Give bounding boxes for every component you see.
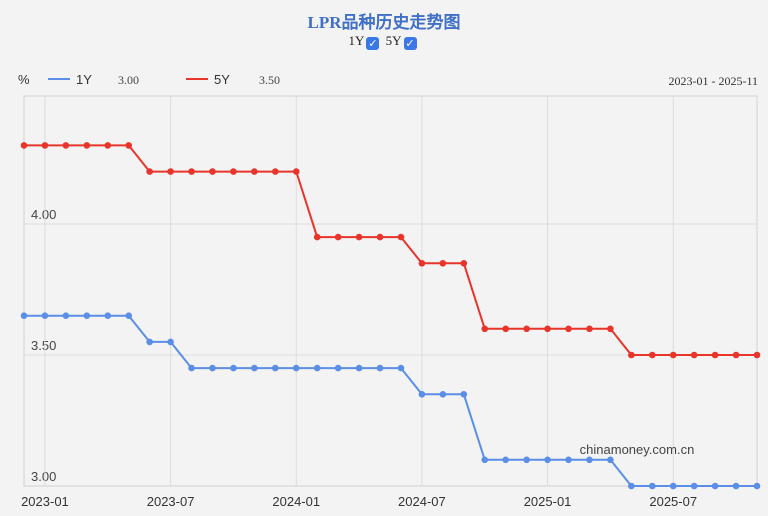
data-point[interactable]: [628, 482, 635, 490]
data-point[interactable]: [104, 312, 112, 320]
data-point[interactable]: [586, 456, 593, 464]
data-point[interactable]: [272, 168, 279, 175]
data-point[interactable]: [690, 351, 698, 359]
data-point[interactable]: [607, 325, 614, 333]
data-point[interactable]: [669, 351, 677, 359]
data-point[interactable]: [334, 233, 342, 241]
x-tick-label: 2025-07: [649, 494, 697, 509]
data-point[interactable]: [292, 364, 300, 372]
series-5y: [20, 142, 761, 359]
data-point[interactable]: [732, 482, 740, 490]
legend-line-1y-icon: [48, 78, 70, 80]
data-point[interactable]: [83, 142, 91, 149]
data-point[interactable]: [355, 364, 363, 372]
legend-item-5y[interactable]: 5Y: [186, 72, 230, 87]
data-point[interactable]: [313, 364, 321, 372]
data-point[interactable]: [41, 142, 49, 149]
data-point[interactable]: [292, 168, 300, 175]
data-point[interactable]: [460, 391, 468, 398]
data-point[interactable]: [62, 312, 70, 320]
x-tick-label: 2024-07: [398, 494, 446, 509]
data-point[interactable]: [230, 364, 237, 372]
toggle-1y-label: 1Y: [348, 33, 365, 48]
data-point[interactable]: [481, 325, 489, 333]
toggle-5y-checkbox[interactable]: ✓: [403, 37, 417, 50]
data-point[interactable]: [397, 233, 405, 241]
x-tick-label: 2023-07: [147, 494, 195, 509]
y-tick-label: 3.50: [31, 338, 56, 353]
data-point[interactable]: [753, 351, 761, 359]
legend-line-5y-icon: [186, 78, 208, 80]
data-point[interactable]: [648, 482, 656, 490]
data-point[interactable]: [355, 233, 363, 241]
unit-label: %: [18, 72, 30, 87]
legend-5y-value: 3.50: [259, 73, 280, 87]
data-point[interactable]: [20, 312, 28, 320]
data-point[interactable]: [272, 364, 279, 372]
data-point[interactable]: [711, 482, 719, 490]
data-point[interactable]: [83, 312, 91, 320]
x-tick-label: 2025-01: [524, 494, 572, 509]
series-toggles: 1Y ✓ 5Y ✓: [0, 33, 768, 50]
data-point[interactable]: [481, 456, 489, 464]
data-point[interactable]: [125, 312, 133, 320]
data-point[interactable]: [20, 142, 28, 149]
data-point[interactable]: [209, 364, 216, 372]
data-point[interactable]: [376, 233, 384, 241]
y-tick-label: 4.00: [31, 207, 56, 222]
data-point[interactable]: [565, 456, 572, 464]
data-point[interactable]: [62, 142, 70, 149]
data-point[interactable]: [209, 168, 216, 175]
x-tick-label: 2023-01: [21, 494, 69, 509]
data-point[interactable]: [418, 391, 426, 398]
data-point[interactable]: [732, 351, 740, 359]
data-point[interactable]: [648, 351, 656, 359]
data-point[interactable]: [502, 325, 509, 333]
data-point[interactable]: [313, 233, 321, 241]
data-point[interactable]: [544, 325, 551, 333]
data-point[interactable]: [167, 338, 174, 346]
data-point[interactable]: [334, 364, 342, 372]
x-tick-label: 2024-01: [272, 494, 320, 509]
data-point[interactable]: [397, 364, 405, 372]
legend-1y-value: 3.00: [118, 73, 139, 87]
data-point[interactable]: [251, 364, 258, 372]
data-point[interactable]: [146, 338, 153, 346]
toggle-5y-label: 5Y: [385, 33, 402, 48]
data-point[interactable]: [460, 260, 468, 267]
toggle-1y-checkbox[interactable]: ✓: [366, 37, 380, 50]
data-point[interactable]: [753, 482, 761, 490]
data-point[interactable]: [376, 364, 384, 372]
data-point[interactable]: [188, 168, 195, 175]
watermark: chinamoney.com.cn: [580, 442, 695, 457]
data-point[interactable]: [439, 391, 447, 398]
chart-title: LPR品种历史走势图: [307, 13, 461, 32]
data-point[interactable]: [607, 456, 614, 464]
data-point[interactable]: [230, 168, 237, 175]
series-1y: [20, 312, 761, 490]
y-tick-label: 3.00: [31, 469, 56, 484]
data-point[interactable]: [628, 351, 635, 359]
data-point[interactable]: [188, 364, 195, 372]
data-point[interactable]: [523, 325, 530, 333]
data-point[interactable]: [502, 456, 509, 464]
data-point[interactable]: [251, 168, 258, 175]
data-point[interactable]: [523, 456, 530, 464]
data-point[interactable]: [544, 456, 551, 464]
data-point[interactable]: [711, 351, 719, 359]
data-point[interactable]: [439, 260, 447, 267]
legend-item-1y[interactable]: 1Y: [48, 72, 92, 87]
data-point[interactable]: [125, 142, 133, 149]
data-point[interactable]: [418, 260, 426, 267]
data-point[interactable]: [690, 482, 698, 490]
data-point[interactable]: [104, 142, 112, 149]
data-point[interactable]: [146, 168, 153, 175]
data-point[interactable]: [586, 325, 593, 333]
data-point[interactable]: [669, 482, 677, 490]
data-point[interactable]: [41, 312, 49, 320]
data-point[interactable]: [167, 168, 174, 175]
data-point[interactable]: [565, 325, 572, 333]
date-range: 2023-01 - 2025-11: [668, 74, 758, 88]
